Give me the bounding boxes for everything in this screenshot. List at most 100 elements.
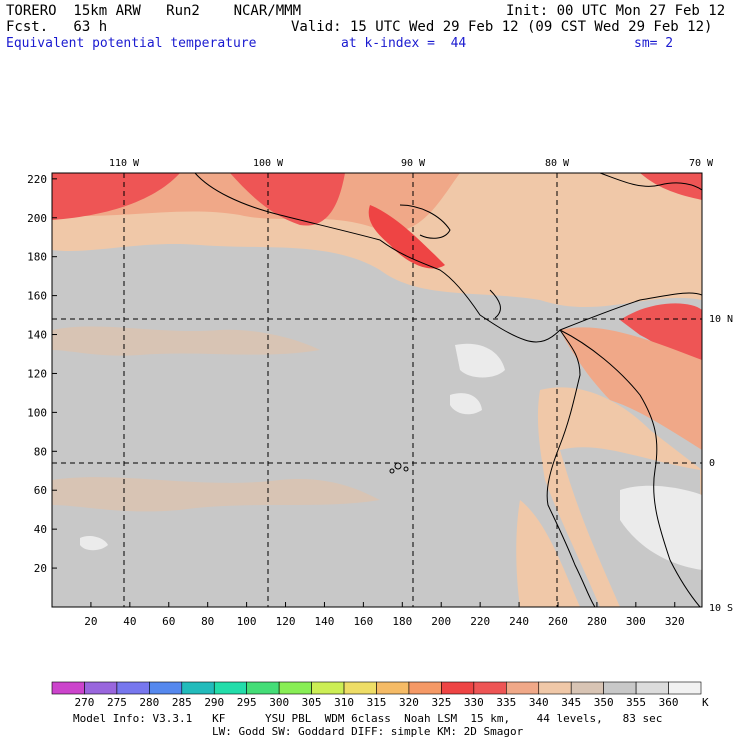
x-tick-label: 320 bbox=[665, 615, 685, 628]
valid-time: Valid: 15 UTC Wed 29 Feb 12 (09 CST Wed … bbox=[291, 19, 713, 35]
lon-label: 100 W bbox=[253, 158, 284, 169]
y-axis: 20 40 60 80 100 120 140 160 180 200 220 bbox=[27, 173, 57, 575]
colorbar-swatch bbox=[116, 681, 150, 695]
coastline-caribbean bbox=[599, 173, 702, 191]
colorbar-swatch bbox=[441, 681, 475, 695]
colorbar-swatch bbox=[149, 681, 183, 695]
x-tick-label: 80 bbox=[201, 615, 214, 628]
colorbar-label: 305 bbox=[302, 696, 322, 709]
lat-labels: 10 N 0 10 S bbox=[709, 314, 733, 614]
colorbar-label: 270 bbox=[75, 696, 95, 709]
lat-label: 0 bbox=[709, 458, 715, 469]
field-zone-360-amazon bbox=[620, 485, 702, 570]
colorbar-unit: K bbox=[702, 696, 709, 709]
galapagos-2 bbox=[403, 466, 409, 472]
coastline-yucatan bbox=[399, 204, 451, 239]
field-zone-345-peru bbox=[516, 500, 580, 607]
model-title: TORERO 15km ARW Run2 NCAR/MMM bbox=[6, 3, 302, 19]
colorbar-swatch bbox=[343, 681, 377, 695]
colorbar-label: 360 bbox=[659, 696, 679, 709]
coastline-south-america bbox=[546, 329, 596, 607]
x-tick-label: 280 bbox=[587, 615, 607, 628]
lon-label: 110 W bbox=[109, 158, 140, 169]
colorbar-swatch bbox=[51, 681, 85, 695]
colorbar-swatch bbox=[311, 681, 345, 695]
colorbar: 270 275 280 285 290 295 300 305 310 315 320 325 330 3… bbox=[51, 681, 709, 709]
lon-label: 70 W bbox=[689, 158, 714, 169]
x-tick-label: 260 bbox=[548, 615, 568, 628]
colorbar-swatch bbox=[84, 681, 118, 695]
colorbar-swatch bbox=[376, 681, 410, 695]
colorbar-label: 320 bbox=[399, 696, 419, 709]
level-index: at k-index = 44 bbox=[341, 36, 467, 51]
forecast-hour: Fcst. 63 h bbox=[6, 19, 108, 35]
y-tick-label: 140 bbox=[27, 329, 47, 342]
colorbar-label: 295 bbox=[237, 696, 257, 709]
x-tick-label: 40 bbox=[123, 615, 136, 628]
y-tick-label: 40 bbox=[34, 523, 47, 536]
x-tick-label: 20 bbox=[84, 615, 97, 628]
x-tick-label: 120 bbox=[276, 615, 296, 628]
colorbar-swatch bbox=[246, 681, 280, 695]
field-patch-high-3 bbox=[450, 393, 482, 415]
x-tick-label: 100 bbox=[237, 615, 257, 628]
field-zone-330-mx bbox=[230, 173, 345, 226]
y-tick-label: 60 bbox=[34, 484, 47, 497]
colorbar-swatch bbox=[473, 681, 507, 695]
colorbar-swatch bbox=[538, 681, 572, 695]
colorbar-swatch bbox=[278, 681, 312, 695]
x-tick-label: 140 bbox=[315, 615, 335, 628]
x-axis: 20 40 60 80 100 120 140 160 180 200 220 240 260 280 30… bbox=[84, 602, 685, 628]
smoothing: sm= 2 bbox=[634, 36, 674, 51]
colorbar-label: 280 bbox=[139, 696, 159, 709]
x-tick-label: 300 bbox=[626, 615, 646, 628]
graticule bbox=[52, 173, 702, 607]
colorbar-swatch bbox=[505, 681, 540, 695]
colorbar-label: 340 bbox=[529, 696, 549, 709]
field-zone-330-nw bbox=[52, 173, 180, 220]
colorbar-label: 335 bbox=[496, 696, 516, 709]
coastlines bbox=[194, 173, 702, 607]
y-tick-label: 100 bbox=[27, 406, 47, 419]
lon-label: 90 W bbox=[401, 158, 426, 169]
y-tick-label: 120 bbox=[27, 367, 47, 380]
y-tick-label: 80 bbox=[34, 445, 47, 458]
x-tick-label: 160 bbox=[353, 615, 373, 628]
y-tick-label: 200 bbox=[27, 212, 47, 225]
colorbar-swatch bbox=[635, 681, 669, 695]
colorbar-label: 315 bbox=[367, 696, 387, 709]
field-patch-high-1 bbox=[455, 343, 505, 378]
field-zone-340-colombia bbox=[560, 327, 702, 450]
colorbar-label: 330 bbox=[464, 696, 484, 709]
lat-label: 10 N bbox=[709, 314, 733, 325]
y-tick-label: 180 bbox=[27, 251, 47, 264]
colorbar-label: 275 bbox=[107, 696, 127, 709]
x-tick-label: 180 bbox=[392, 615, 412, 628]
colorbar-swatch bbox=[668, 681, 702, 695]
colorbar-label: 310 bbox=[334, 696, 354, 709]
field-patch-high-2 bbox=[80, 535, 108, 551]
colorbar-swatch bbox=[213, 681, 248, 695]
galapagos-3 bbox=[389, 468, 395, 474]
colorbar-label: 325 bbox=[431, 696, 451, 709]
colorbar-swatch bbox=[408, 681, 442, 695]
map-frame bbox=[51, 172, 703, 608]
x-tick-label: 200 bbox=[431, 615, 451, 628]
y-tick-label: 220 bbox=[27, 173, 47, 186]
colorbar-swatch bbox=[570, 681, 604, 695]
physics-info: LW: Godd SW: Goddard DIFF: simple KM: 2D… bbox=[212, 725, 524, 738]
theta-e-field bbox=[52, 173, 702, 607]
field-streak-2 bbox=[52, 326, 320, 356]
colorbar-swatch bbox=[603, 681, 637, 695]
lon-labels: 110 W 100 W 90 W 80 W 70 W bbox=[109, 158, 714, 169]
field-zone-330-ven bbox=[620, 303, 702, 361]
border-andes bbox=[559, 329, 701, 607]
lat-label: 10 S bbox=[709, 603, 733, 614]
x-tick-label: 240 bbox=[509, 615, 529, 628]
colorbar-swatch bbox=[181, 681, 215, 695]
coastline-central-america bbox=[194, 173, 702, 343]
x-tick-label: 60 bbox=[162, 615, 175, 628]
colorbar-label: 300 bbox=[269, 696, 289, 709]
field-name: Equivalent potential temperature bbox=[6, 36, 257, 51]
